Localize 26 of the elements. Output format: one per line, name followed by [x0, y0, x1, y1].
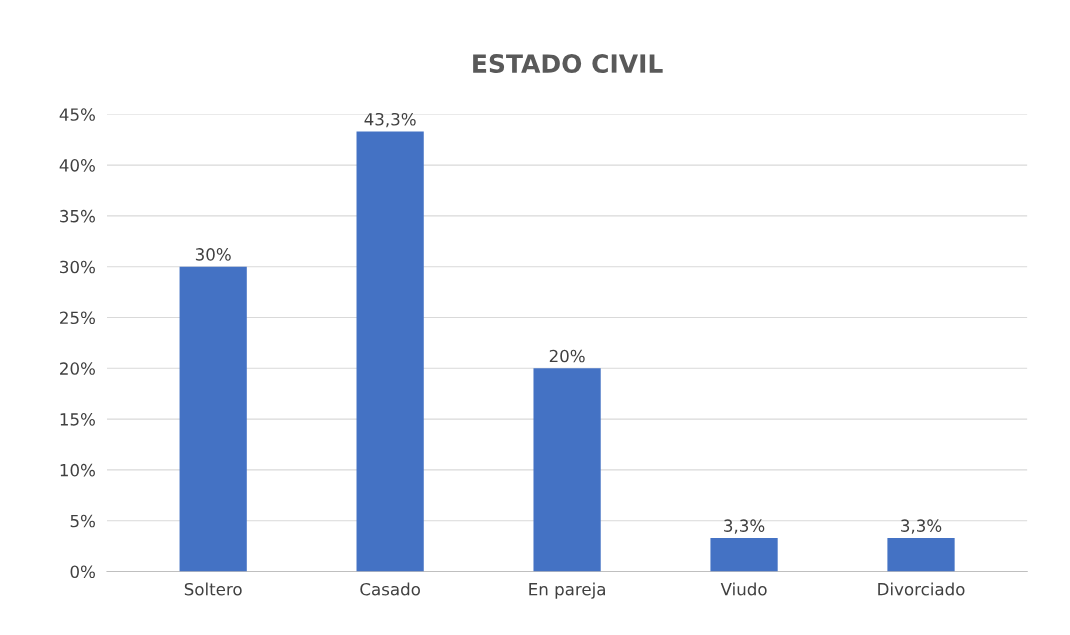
data-label: 20% — [549, 349, 585, 363]
x-tick-label: Casado — [360, 582, 420, 596]
x-tick-label: En pareja — [529, 582, 605, 599]
y-tick-label: 15% — [60, 413, 95, 426]
y-tick-label: 25% — [60, 311, 95, 325]
y-tick-label: 40% — [59, 159, 95, 172]
x-tick-label: Divorciado — [878, 582, 965, 596]
bar — [887, 537, 955, 572]
bar — [356, 131, 424, 572]
y-tick-label: 20% — [60, 362, 95, 375]
x-tick-label: Viudo — [720, 582, 767, 596]
data-label: 30% — [195, 248, 231, 261]
y-tick-label: 10% — [60, 463, 95, 477]
y-tick-label: 0% — [70, 565, 95, 579]
data-label: 3,3% — [901, 519, 942, 534]
bar — [533, 368, 601, 572]
data-label: 43,3% — [364, 112, 416, 128]
y-tick-label: 5% — [70, 514, 95, 528]
bar — [710, 537, 778, 572]
bar — [179, 266, 247, 572]
chart-title: ESTADO CIVIL — [473, 54, 663, 73]
y-tick-label: 35% — [60, 209, 95, 223]
x-tick-label: Soltero — [184, 582, 242, 596]
data-label: 3,3% — [724, 519, 765, 534]
y-tick-label: 30% — [60, 260, 95, 274]
y-tick-label: 45% — [59, 108, 95, 121]
